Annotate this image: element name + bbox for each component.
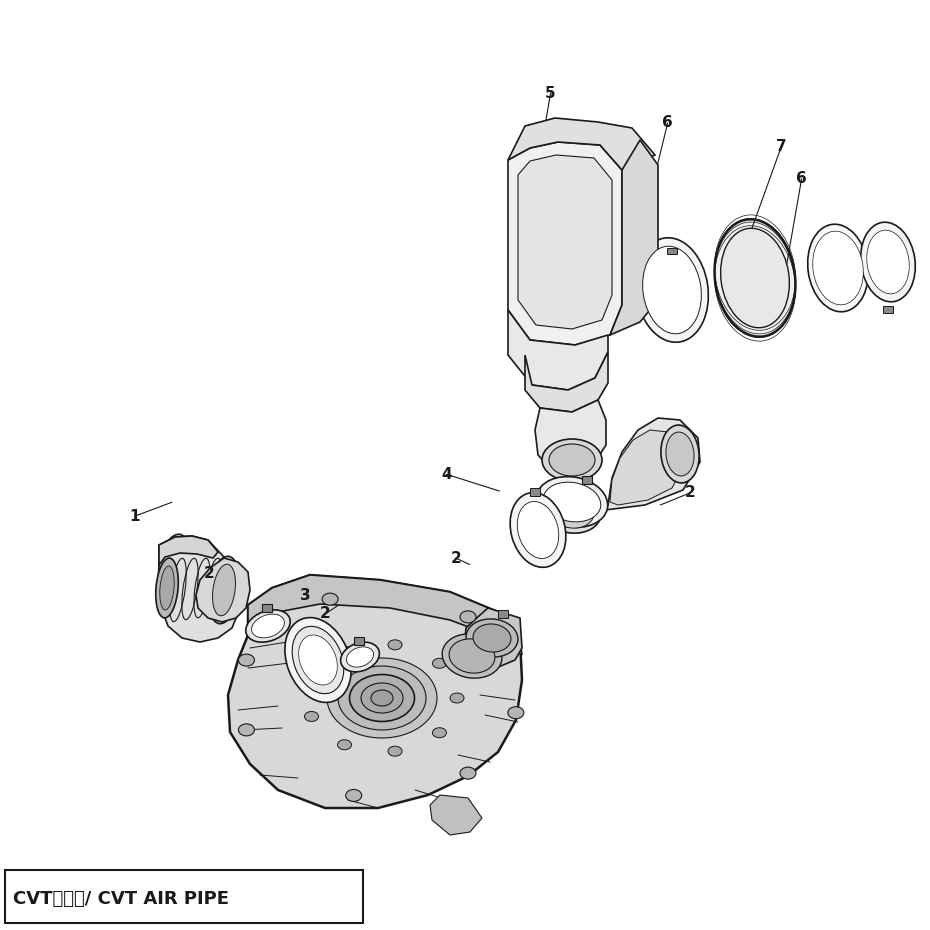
- Text: 6: 6: [796, 171, 807, 186]
- Ellipse shape: [361, 683, 403, 713]
- Ellipse shape: [304, 711, 318, 722]
- Ellipse shape: [238, 724, 255, 736]
- Text: 7: 7: [776, 140, 787, 154]
- Ellipse shape: [460, 611, 476, 623]
- Polygon shape: [535, 400, 606, 472]
- Ellipse shape: [450, 693, 464, 703]
- Polygon shape: [610, 430, 684, 505]
- Ellipse shape: [643, 246, 701, 334]
- Ellipse shape: [347, 647, 374, 667]
- Ellipse shape: [714, 219, 795, 337]
- Ellipse shape: [542, 439, 602, 481]
- Ellipse shape: [371, 690, 393, 706]
- Ellipse shape: [160, 566, 174, 610]
- Ellipse shape: [252, 614, 285, 638]
- Text: 2: 2: [450, 551, 461, 565]
- Ellipse shape: [537, 476, 607, 527]
- Text: 3: 3: [299, 588, 311, 603]
- Ellipse shape: [340, 643, 379, 671]
- Polygon shape: [518, 155, 612, 329]
- Polygon shape: [262, 604, 272, 612]
- Ellipse shape: [292, 626, 344, 694]
- Ellipse shape: [346, 790, 362, 802]
- Ellipse shape: [466, 619, 518, 658]
- Polygon shape: [610, 140, 658, 335]
- Ellipse shape: [551, 496, 594, 528]
- Ellipse shape: [635, 238, 709, 342]
- Text: 6: 6: [662, 115, 673, 130]
- Ellipse shape: [543, 491, 601, 533]
- Ellipse shape: [338, 666, 426, 730]
- Ellipse shape: [449, 639, 495, 673]
- FancyBboxPatch shape: [5, 870, 363, 923]
- Ellipse shape: [155, 558, 179, 618]
- Text: 1: 1: [129, 509, 140, 524]
- Ellipse shape: [508, 707, 524, 719]
- Ellipse shape: [860, 222, 915, 302]
- Ellipse shape: [304, 674, 318, 684]
- Ellipse shape: [543, 482, 601, 522]
- Text: 4: 4: [441, 467, 452, 482]
- Ellipse shape: [213, 565, 235, 616]
- Ellipse shape: [813, 232, 863, 305]
- Polygon shape: [530, 488, 540, 496]
- Ellipse shape: [246, 610, 290, 642]
- Ellipse shape: [388, 746, 402, 756]
- Polygon shape: [464, 608, 522, 668]
- Ellipse shape: [322, 593, 339, 605]
- Ellipse shape: [442, 634, 502, 678]
- Text: 2: 2: [684, 485, 696, 500]
- Ellipse shape: [460, 767, 476, 779]
- Ellipse shape: [350, 674, 415, 722]
- Ellipse shape: [158, 534, 192, 602]
- Text: CVT通风管/ CVT AIR PIPE: CVT通风管/ CVT AIR PIPE: [13, 890, 229, 909]
- Ellipse shape: [721, 228, 790, 327]
- Ellipse shape: [299, 635, 338, 685]
- Polygon shape: [582, 476, 592, 484]
- Polygon shape: [667, 248, 677, 254]
- Ellipse shape: [666, 432, 694, 476]
- Polygon shape: [498, 610, 508, 618]
- Text: 5: 5: [545, 86, 556, 100]
- Ellipse shape: [807, 224, 869, 312]
- Polygon shape: [228, 575, 522, 808]
- Polygon shape: [248, 575, 522, 655]
- Ellipse shape: [867, 231, 910, 294]
- Ellipse shape: [338, 739, 352, 750]
- Polygon shape: [430, 795, 482, 835]
- Ellipse shape: [432, 658, 446, 669]
- Polygon shape: [525, 352, 608, 412]
- Polygon shape: [159, 536, 240, 642]
- Ellipse shape: [473, 624, 511, 652]
- Ellipse shape: [549, 444, 595, 476]
- Polygon shape: [354, 637, 364, 645]
- Ellipse shape: [388, 640, 402, 650]
- Ellipse shape: [432, 727, 446, 737]
- Ellipse shape: [208, 556, 240, 624]
- Text: 2: 2: [320, 606, 331, 621]
- Ellipse shape: [517, 501, 559, 559]
- Polygon shape: [196, 558, 250, 622]
- Ellipse shape: [338, 646, 352, 657]
- Text: 2: 2: [204, 566, 215, 581]
- Polygon shape: [508, 310, 608, 390]
- Ellipse shape: [238, 654, 255, 666]
- Ellipse shape: [661, 425, 699, 483]
- Ellipse shape: [327, 658, 437, 738]
- Ellipse shape: [285, 618, 352, 702]
- Ellipse shape: [511, 493, 565, 567]
- Polygon shape: [605, 418, 700, 510]
- Polygon shape: [159, 536, 218, 565]
- Polygon shape: [508, 118, 655, 170]
- Polygon shape: [883, 306, 893, 313]
- Polygon shape: [508, 142, 622, 345]
